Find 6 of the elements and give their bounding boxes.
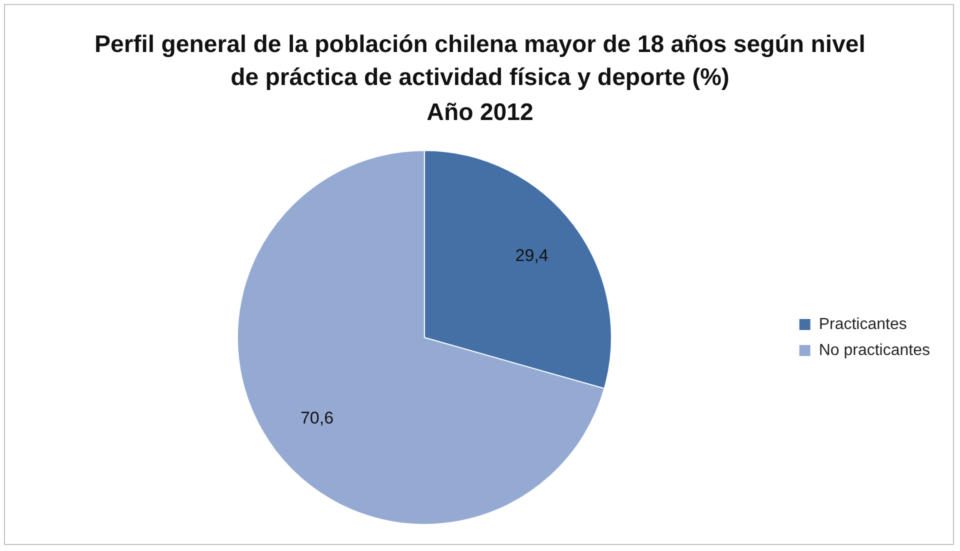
- chart-subtitle: Año 2012: [426, 98, 534, 128]
- chart-title: Perfil general de la población chilena mayor de 18 años según nivel de práctica de actividad física y deporte (%): [94, 30, 866, 93]
- legend-label: Practicantes: [818, 316, 907, 333]
- legend-label: No practicantes: [818, 342, 930, 359]
- data-label: 70,6: [300, 408, 334, 428]
- data-label: 29,4: [515, 246, 548, 266]
